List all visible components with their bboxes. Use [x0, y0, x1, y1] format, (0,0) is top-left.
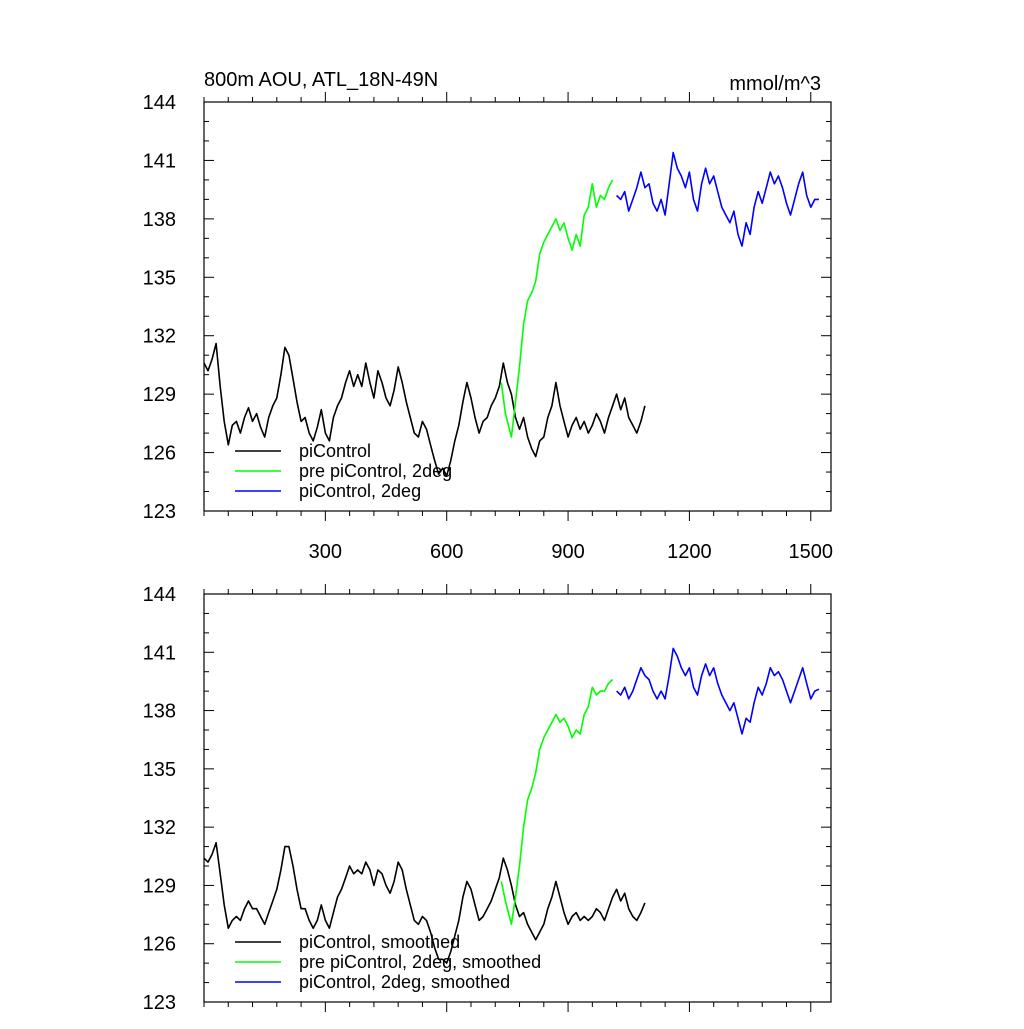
panel-0-y-tick-label: 141 [143, 150, 176, 172]
panel-1-series-line-0 [203, 841, 646, 964]
panel-1-y-tick-label: 126 [143, 934, 176, 956]
panel-0-y-tick-label: 135 [143, 267, 176, 289]
panel-1-y-tick-label: 138 [143, 701, 176, 723]
panel-1-y-tick-label: 129 [143, 875, 176, 897]
panel-1-y-tick-label: 132 [143, 817, 176, 839]
chart-panel-bottom: 123 126 129 132 135 138 141 144 piControl, smoot… [143, 584, 832, 1014]
panel-0-x-tick-label: 1500 [789, 541, 834, 563]
panel-1-y-tick-label: 141 [143, 642, 176, 664]
panel-0-legend-label-1: pre piControl, 2deg [299, 461, 452, 481]
panel-0-series-line-0 [203, 342, 646, 477]
panel-0-series-line-1 [500, 179, 614, 438]
panel-0-y-tick-label: 126 [143, 443, 176, 465]
panel-0-frame [203, 101, 832, 512]
panel-1-frame [203, 593, 832, 1003]
panel-1-legend-label-2: piControl, 2deg, smoothed [299, 972, 510, 992]
panel-0-x-tick-label: 600 [430, 541, 463, 563]
panel-0-y-tick-label: 144 [143, 92, 176, 114]
panel-1-y-tick-label: 135 [143, 759, 176, 781]
panel-0-legend-label-0: piControl [299, 441, 371, 461]
panel-0-title: 800m AOU, ATL_18N-49N [204, 69, 438, 91]
panel-1-series-line-1 [500, 678, 614, 926]
panel-0-x-tick-label: 300 [309, 541, 342, 563]
panel-0-series-line-2 [616, 151, 819, 247]
panel-0-legend-label-2: piControl, 2deg [299, 481, 421, 501]
panel-0-x-tick-label: 1200 [667, 541, 712, 563]
panel-0-y-tick-label: 129 [143, 384, 176, 406]
panel-1-y-tick-label: 123 [143, 992, 176, 1014]
panel-0-x-tick-label: 900 [551, 541, 584, 563]
panel-1-legend-label-0: piControl, smoothed [299, 932, 460, 952]
panel-0-y-tick-label: 138 [143, 209, 176, 231]
panel-1-series-line-2 [616, 647, 820, 735]
panel-1-y-tick-label: 144 [143, 584, 176, 606]
chart-panel-top: 123 126 129 132 135 138 141 144 300 600 900 1200 150… [143, 69, 833, 563]
panel-0-units: mmol/m^3 [729, 73, 821, 95]
panel-0-y-tick-label: 123 [143, 501, 176, 523]
panel-0-y-tick-label: 132 [143, 326, 176, 348]
panel-1-legend-label-1: pre piControl, 2deg, smoothed [299, 952, 541, 972]
